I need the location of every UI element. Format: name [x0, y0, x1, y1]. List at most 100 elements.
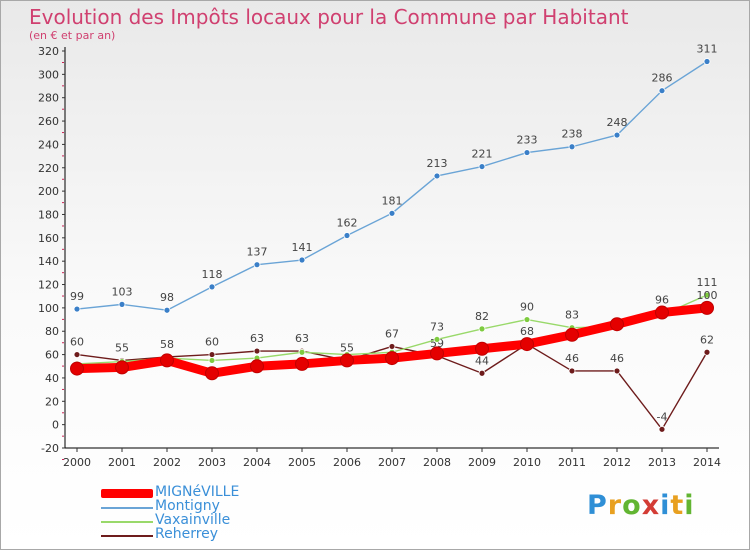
data-label-reherrey-2007: 67	[385, 327, 399, 340]
data-label-vaxainville-2008: 73	[430, 320, 444, 333]
data-label-reherrey-2003: 60	[205, 336, 219, 349]
data-point-vaxainville-2014	[703, 291, 711, 299]
logo-letter: i	[684, 490, 695, 521]
data-point-montigny-2011	[568, 143, 576, 151]
data-label-reherrey-2000: 60	[70, 336, 84, 349]
logo-letter: r	[607, 490, 623, 521]
x-tick-label-2002: 2002	[153, 456, 181, 469]
data-point-vaxainville-2009	[478, 325, 486, 333]
data-point-mign-ville-2010	[520, 337, 534, 352]
x-tick-label-2006: 2006	[333, 456, 361, 469]
data-point-montigny-2008	[433, 172, 441, 180]
legend-swatch-reherrey	[101, 535, 153, 537]
data-point-reherrey-2007	[388, 343, 396, 350]
data-label-montigny-2005: 141	[292, 241, 313, 254]
legend-swatch-montigny	[101, 507, 153, 509]
y-tick-label-0: 0	[52, 419, 59, 432]
data-point-mign-ville-2009	[475, 341, 489, 356]
x-tick-label-2012: 2012	[603, 456, 631, 469]
data-point-montigny-2006	[343, 232, 351, 239]
data-label-montigny-2002: 98	[160, 291, 174, 304]
legend-label-migneville: MIGNéVILLE	[155, 484, 240, 500]
data-label-montigny-2000: 99	[70, 290, 84, 303]
logo-letter: x	[641, 490, 661, 521]
data-label-reherrey-2004: 63	[250, 332, 264, 345]
y-tick-label-80: 80	[45, 325, 59, 338]
legend-label-vaxainville: Vaxainville	[155, 512, 231, 528]
data-label-reherrey-2012: 46	[610, 352, 624, 365]
data-point-mign-ville-2000	[70, 361, 84, 376]
x-tick-label-2013: 2013	[648, 456, 676, 469]
data-label-vaxainville-2009: 82	[475, 310, 489, 323]
data-label-montigny-2010: 233	[517, 134, 538, 147]
data-point-reherrey-2009	[478, 369, 486, 377]
data-label-montigny-2014: 311	[697, 43, 718, 56]
data-label-vaxainville-2014: 111	[697, 276, 718, 289]
data-point-montigny-2014	[703, 58, 711, 65]
series-line-montigny	[76, 60, 708, 311]
data-label-montigny-2006: 162	[337, 216, 358, 229]
data-point-reherrey-2013	[658, 425, 666, 433]
x-tick-label-2007: 2007	[378, 456, 406, 469]
data-label-montigny-2001: 103	[112, 285, 133, 298]
y-tick-label-140: 140	[38, 255, 59, 268]
x-tick-label-2001: 2001	[108, 456, 136, 469]
y-tick-label-60: 60	[45, 349, 59, 362]
logo-letter: i	[660, 490, 671, 521]
data-point-vaxainville-2005	[298, 348, 306, 356]
proxiti-logo: Proxiti	[587, 490, 695, 521]
data-point-montigny-2007	[388, 209, 396, 217]
y-tick-label-20: 20	[45, 395, 59, 408]
data-label-reherrey-2005: 63	[295, 332, 309, 345]
y-tick-label-280: 280	[38, 92, 59, 105]
data-point-montigny-2003	[208, 283, 216, 291]
data-point-montigny-2009	[478, 163, 486, 170]
data-label-mign-ville-2014: 100	[697, 289, 718, 302]
x-tick-label-2011: 2011	[558, 456, 586, 469]
data-label-reherrey-2009: 44	[475, 354, 489, 367]
legend-swatch-vaxainville	[101, 521, 153, 523]
data-label-reherrey-2013: -4	[657, 410, 668, 423]
legend-swatch-migneville	[101, 489, 153, 498]
x-tick-label-2009: 2009	[468, 456, 496, 469]
data-label-reherrey-2010: 68	[520, 325, 534, 338]
data-point-montigny-2010	[523, 149, 531, 156]
y-tick-label-300: 300	[38, 68, 59, 81]
data-label-montigny-2011: 238	[562, 128, 583, 141]
data-point-vaxainville-2003	[208, 357, 216, 364]
x-tick-label-2004: 2004	[243, 456, 271, 469]
y-tick-label-180: 180	[38, 208, 59, 221]
chart-subtitle: (en € et par an)	[29, 29, 116, 42]
x-tick-label-2010: 2010	[513, 456, 541, 469]
data-point-reherrey-2014	[703, 348, 711, 356]
y-tick-label-240: 240	[38, 138, 59, 151]
data-point-vaxainville-2008	[433, 336, 441, 343]
data-label-vaxainville-2011: 83	[565, 309, 579, 322]
logo-letter: P	[587, 490, 608, 521]
y-tick-label-40: 40	[45, 372, 59, 385]
data-point-vaxainville-2010	[523, 316, 531, 323]
data-point-mign-ville-2012	[610, 317, 624, 332]
data-label-vaxainville-2010: 90	[520, 301, 534, 314]
data-point-mign-ville-2005	[295, 356, 309, 371]
x-tick-label-2000: 2000	[63, 456, 91, 469]
data-point-montigny-2000	[73, 305, 81, 313]
data-label-reherrey-2006: 55	[340, 341, 354, 354]
data-point-montigny-2002	[163, 306, 171, 314]
y-tick-label-320: 320	[38, 45, 59, 58]
chart-title: Evolution des Impôts locaux pour la Comm…	[29, 5, 629, 29]
data-label-montigny-2009: 221	[472, 148, 493, 161]
y-tick-label-220: 220	[38, 162, 59, 175]
data-label-reherrey-2002: 58	[160, 338, 174, 351]
data-point-montigny-2001	[118, 300, 126, 308]
data-point-mign-ville-2011	[565, 327, 579, 342]
data-point-mign-ville-2007	[385, 351, 399, 366]
data-point-mign-ville-2002	[160, 353, 174, 368]
data-label-montigny-2008: 213	[427, 157, 448, 170]
y-tick-label-260: 260	[38, 115, 59, 128]
y-tick-label-100: 100	[38, 302, 59, 315]
data-point-reherrey-2000	[73, 351, 81, 358]
data-point-reherrey-2011	[568, 367, 576, 375]
data-label-mign-ville-2013: 96	[655, 294, 669, 307]
